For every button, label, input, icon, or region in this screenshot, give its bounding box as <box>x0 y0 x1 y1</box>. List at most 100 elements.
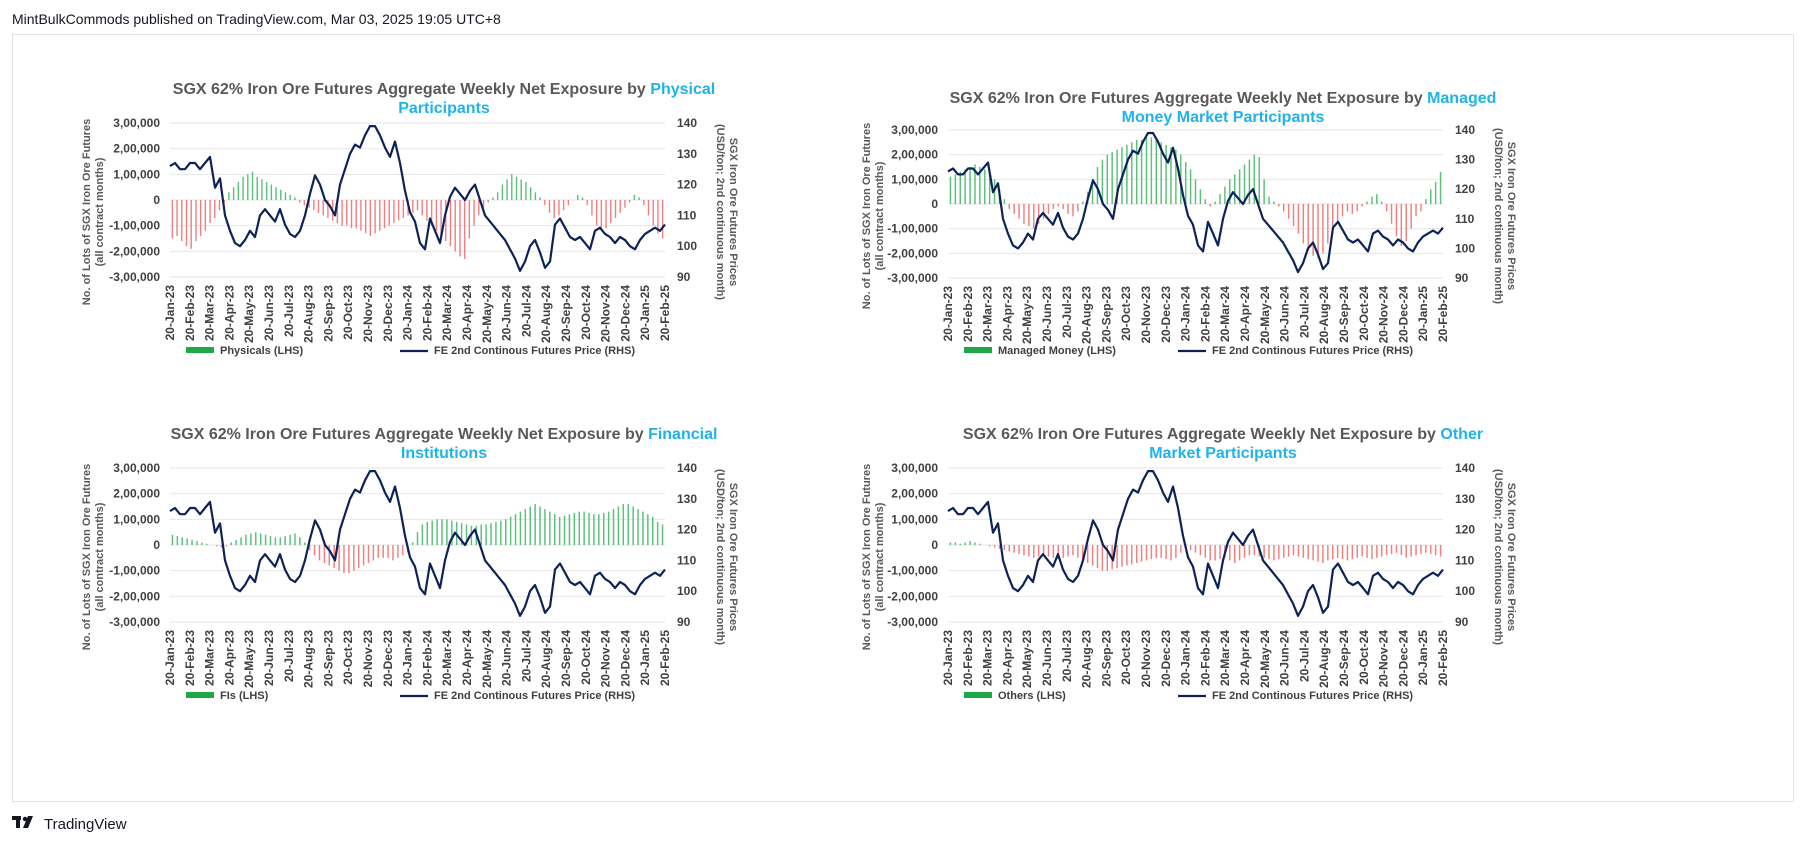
x-tick-label: 20-Jan-23 <box>163 630 177 686</box>
legend: Physicals (LHS) FE 2nd Continous Futures … <box>186 345 635 357</box>
exposure-bar <box>303 200 306 206</box>
exposure-bar <box>637 509 639 545</box>
exposure-bar <box>204 200 207 231</box>
exposure-bar <box>341 200 343 226</box>
exposure-bar <box>1057 545 1060 560</box>
exposure-bar <box>402 545 404 556</box>
exposure-bar <box>1233 545 1236 563</box>
exposure-bar <box>1145 545 1148 561</box>
exposure-bar <box>250 533 252 545</box>
exposure-bar <box>1287 545 1290 557</box>
exposure-bar <box>388 200 390 226</box>
exposure-bar <box>581 197 584 200</box>
y-left-tick-label: 1,00,000 <box>891 512 938 526</box>
exposure-bar <box>1003 199 1006 204</box>
y-left-tick-label: 0 <box>931 197 938 211</box>
exposure-bar <box>1013 204 1015 214</box>
exposure-bar <box>1028 545 1030 557</box>
x-tick-label: 20-Jan-24 <box>1179 286 1193 342</box>
exposure-bar <box>1037 204 1040 224</box>
exposure-bar <box>259 533 262 545</box>
y-right-tick-label: 90 <box>1455 271 1469 285</box>
exposure-bar <box>492 197 494 200</box>
exposure-bar <box>280 189 282 200</box>
y-left-tick-label: -1,00,000 <box>887 564 938 578</box>
x-tick-label: 20-Jan-25 <box>638 285 652 341</box>
exposure-bar <box>367 545 370 563</box>
tradingview-brand[interactable]: TradingView <box>12 815 127 833</box>
exposure-bar <box>633 194 636 200</box>
exposure-bar <box>1439 171 1442 204</box>
exposure-bar <box>1248 159 1251 204</box>
exposure-bar <box>1008 204 1010 209</box>
y-right-tick-label: 100 <box>1455 584 1475 598</box>
y-left-tick-label: 0 <box>153 193 160 207</box>
exposure-bar <box>1361 204 1363 207</box>
y-left-axis-title: No. of Lots of SGX Iron Ore Futures <box>861 464 873 650</box>
exposure-bar <box>382 545 384 558</box>
exposure-bar <box>504 519 507 545</box>
x-tick-label: 20-Dec-24 <box>1396 630 1410 687</box>
exposure-bar <box>374 200 376 234</box>
x-tick-label: 20-Jan-24 <box>401 285 415 341</box>
y-left-tick-label: -2,00,000 <box>109 244 160 258</box>
exposure-bar <box>1371 196 1373 204</box>
x-tick-label: 20-Nov-24 <box>599 285 613 343</box>
exposure-bar <box>984 169 986 204</box>
x-tick-label: 20-Dec-23 <box>381 630 395 687</box>
exposure-bar <box>298 200 301 203</box>
exposure-bar <box>338 545 340 571</box>
exposure-bar <box>350 200 353 229</box>
exposure-bar <box>1361 545 1363 557</box>
legend-bar-label: FIs (LHS) <box>220 690 269 702</box>
exposure-bar <box>573 512 576 545</box>
exposure-bar <box>1033 545 1035 558</box>
x-tick-label: 20-Jan-25 <box>1416 630 1430 686</box>
exposure-bar <box>539 197 541 200</box>
exposure-bar <box>1376 545 1378 558</box>
y-right-tick-label: 140 <box>677 116 697 130</box>
exposure-bar <box>1307 545 1309 560</box>
tradingview-brand-name: TradingView <box>44 815 127 833</box>
exposure-bar <box>1331 204 1334 234</box>
y-right-tick-label: 110 <box>677 208 697 222</box>
exposure-bar <box>1018 204 1020 219</box>
y-left-axis-title: No. of Lots of SGX Iron Ore Futures <box>81 119 93 305</box>
exposure-bar <box>1023 545 1025 556</box>
exposure-bar <box>1229 179 1231 204</box>
exposure-bar <box>612 509 615 545</box>
exposure-bar <box>1037 545 1040 557</box>
exposure-bar <box>964 542 966 545</box>
exposure-bar <box>1376 194 1378 204</box>
exposure-bar <box>1420 204 1422 212</box>
y-right-axis-title: (USD/ton; 2nd continuous month) <box>1492 469 1504 645</box>
y-right-tick-label: 130 <box>1455 153 1475 167</box>
exposure-bar <box>346 200 348 226</box>
exposure-bar <box>317 200 320 213</box>
exposure-bar <box>643 200 645 206</box>
chart-title-prefix: SGX 62% Iron Ore Futures Aggregate Weekl… <box>950 90 1427 107</box>
exposure-bar <box>416 200 419 211</box>
x-tick-label: 20-Apr-23 <box>1000 286 1014 342</box>
exposure-bar <box>1336 204 1339 224</box>
y-right-tick-label: 120 <box>1455 523 1475 537</box>
chart-financial-institutions: SGX 62% Iron Ore Futures Aggregate Weekl… <box>81 426 739 702</box>
chart-title-prefix: SGX 62% Iron Ore Futures Aggregate Weekl… <box>171 426 648 443</box>
chart-title-prefix: SGX 62% Iron Ore Futures Aggregate Weekl… <box>963 426 1440 443</box>
exposure-bar <box>647 514 649 545</box>
exposure-bar <box>1297 545 1300 557</box>
exposure-bar <box>544 200 546 206</box>
exposure-bar <box>520 179 522 200</box>
exposure-bar <box>181 537 183 545</box>
exposure-bar <box>1238 545 1241 561</box>
exposure-bar <box>304 542 306 545</box>
exposure-bar <box>568 514 571 545</box>
exposure-bar <box>186 538 188 545</box>
price-line <box>947 131 1444 274</box>
exposure-bar <box>647 200 650 216</box>
exposure-bar <box>1371 545 1373 560</box>
x-tick-label: 20-Nov-24 <box>1377 286 1391 344</box>
legend-bar-swatch <box>186 692 214 698</box>
x-tick-label: 20-Jan-23 <box>941 630 955 686</box>
exposure-bar <box>501 184 504 200</box>
